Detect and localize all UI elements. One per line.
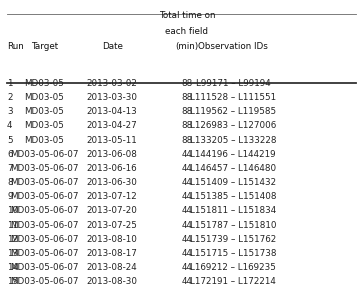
Text: 2013-04-13: 2013-04-13: [87, 107, 138, 116]
Text: 11: 11: [7, 221, 18, 230]
Text: 88: 88: [181, 107, 192, 116]
Text: 2013-07-25: 2013-07-25: [87, 221, 138, 230]
Text: 2013-07-12: 2013-07-12: [87, 192, 138, 201]
Text: 88: 88: [181, 79, 192, 88]
Text: MD03-05-06-07: MD03-05-06-07: [10, 263, 79, 272]
Text: L99171 – L99194: L99171 – L99194: [196, 79, 270, 88]
Text: 2013-08-10: 2013-08-10: [87, 235, 138, 244]
Text: 2013-06-30: 2013-06-30: [87, 178, 138, 187]
Text: 2013-06-16: 2013-06-16: [87, 164, 138, 173]
Text: L151715 – L151738: L151715 – L151738: [190, 249, 277, 258]
Text: 2013-04-27: 2013-04-27: [87, 121, 138, 131]
Text: 6: 6: [7, 150, 13, 159]
Text: L126983 – L127006: L126983 – L127006: [190, 121, 276, 131]
Text: 1: 1: [7, 79, 13, 88]
Text: 3: 3: [7, 107, 13, 116]
Text: 4: 4: [7, 121, 13, 131]
Text: 8: 8: [7, 178, 13, 187]
Text: L151787 – L151810: L151787 – L151810: [190, 221, 277, 230]
Text: 44: 44: [181, 277, 192, 286]
Text: 44: 44: [181, 221, 192, 230]
Text: 44: 44: [181, 178, 192, 187]
Text: 2013-06-08: 2013-06-08: [87, 150, 138, 159]
Text: L133205 – L133228: L133205 – L133228: [190, 136, 277, 145]
Text: 2013-05-11: 2013-05-11: [87, 136, 138, 145]
Text: 2013-08-24: 2013-08-24: [87, 263, 138, 272]
Text: L151811 – L151834: L151811 – L151834: [190, 206, 276, 216]
Text: Observation IDs: Observation IDs: [198, 42, 268, 51]
Text: L172191 – L172214: L172191 – L172214: [190, 277, 276, 286]
Text: MD03-05-06-07: MD03-05-06-07: [10, 249, 79, 258]
Text: 44: 44: [181, 206, 192, 216]
Text: 12: 12: [7, 235, 18, 244]
Text: L146457 – L146480: L146457 – L146480: [190, 164, 276, 173]
Text: MD03-05-06-07: MD03-05-06-07: [10, 277, 79, 286]
Text: MD03-05-06-07: MD03-05-06-07: [10, 192, 79, 201]
Text: L151739 – L151762: L151739 – L151762: [190, 235, 276, 244]
Text: 7: 7: [7, 164, 13, 173]
Text: MD03-05: MD03-05: [25, 121, 64, 131]
Text: Run: Run: [7, 42, 24, 51]
Text: 88: 88: [181, 93, 192, 102]
Text: MD03-05-06-07: MD03-05-06-07: [10, 164, 79, 173]
Text: 2013-08-30: 2013-08-30: [87, 277, 138, 286]
Text: 2: 2: [7, 93, 13, 102]
Text: 88: 88: [181, 136, 192, 145]
Text: 15: 15: [7, 277, 18, 286]
Text: 2013-07-20: 2013-07-20: [87, 206, 138, 216]
Text: 44: 44: [181, 263, 192, 272]
Text: MD03-05: MD03-05: [25, 136, 64, 145]
Text: 44: 44: [181, 192, 192, 201]
Text: 14: 14: [7, 263, 18, 272]
Text: 13: 13: [7, 249, 18, 258]
Text: MD03-05-06-07: MD03-05-06-07: [10, 206, 79, 216]
Text: L111528 – L111551: L111528 – L111551: [190, 93, 276, 102]
Text: Target: Target: [31, 42, 58, 51]
Text: 44: 44: [181, 249, 192, 258]
Text: L151409 – L151432: L151409 – L151432: [190, 178, 276, 187]
Text: 44: 44: [181, 150, 192, 159]
Text: Total time on: Total time on: [158, 11, 215, 20]
Text: each field: each field: [165, 27, 208, 36]
Text: (min): (min): [175, 42, 199, 51]
Text: L169212 – L169235: L169212 – L169235: [190, 263, 276, 272]
Text: L151385 – L151408: L151385 – L151408: [190, 192, 277, 201]
Text: 2013-03-02: 2013-03-02: [87, 79, 138, 88]
Text: MD03-05-06-07: MD03-05-06-07: [10, 178, 79, 187]
Text: L144196 – L144219: L144196 – L144219: [190, 150, 276, 159]
Text: MD03-05: MD03-05: [25, 107, 64, 116]
Text: MD03-05-06-07: MD03-05-06-07: [10, 235, 79, 244]
Text: 2013-08-17: 2013-08-17: [87, 249, 138, 258]
Text: 44: 44: [181, 235, 192, 244]
Text: MD03-05: MD03-05: [25, 93, 64, 102]
Text: MD03-05-06-07: MD03-05-06-07: [10, 150, 79, 159]
Text: 10: 10: [7, 206, 18, 216]
Text: 9: 9: [7, 192, 13, 201]
Text: 2013-03-30: 2013-03-30: [87, 93, 138, 102]
Text: L119562 – L119585: L119562 – L119585: [190, 107, 276, 116]
Text: 44: 44: [181, 164, 192, 173]
Text: 5: 5: [7, 136, 13, 145]
Text: MD03-05: MD03-05: [25, 79, 64, 88]
Text: MD03-05-06-07: MD03-05-06-07: [10, 221, 79, 230]
Text: 88: 88: [181, 121, 192, 131]
Text: Date: Date: [102, 42, 122, 51]
